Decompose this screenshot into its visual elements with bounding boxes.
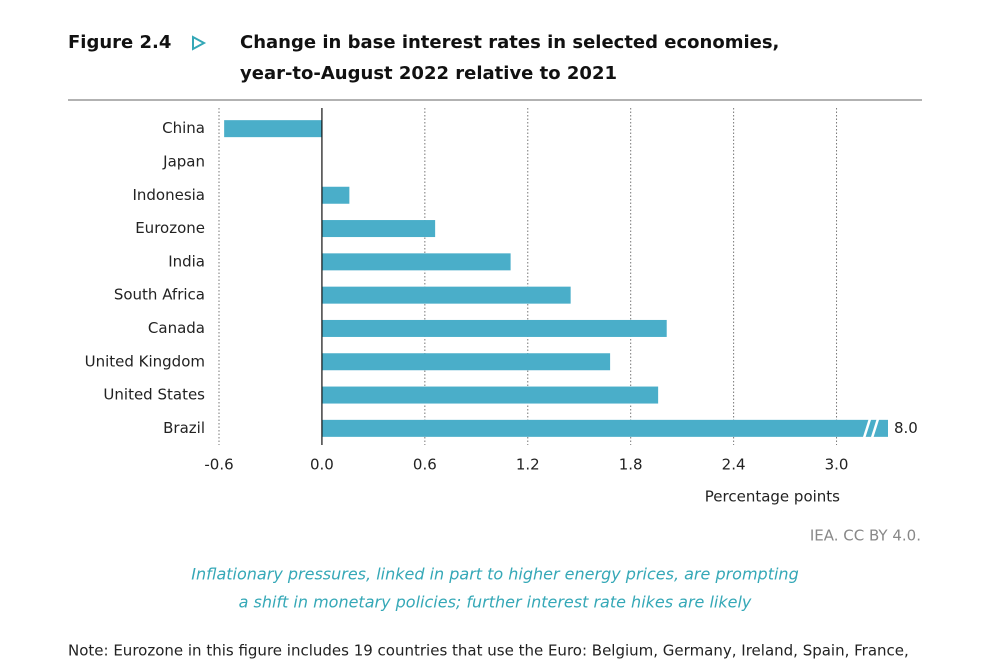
note: Note: Eurozone in this figure includes 1… [68,642,909,660]
source: IEA. CC BY 4.0. [810,527,921,545]
chart-title: Change in base interest rates in selecte… [240,32,779,53]
y-tick-label: India [168,252,205,270]
bar [321,353,611,371]
figure-label: Figure 2.4 [68,32,171,53]
chart-title: year-to-August 2022 relative to 2021 [240,63,617,84]
value-label: 8.0 [894,419,918,437]
figure-marker [192,35,207,51]
y-tick-label: Canada [148,319,205,337]
bar [321,253,511,271]
y-tick-label: Japan [162,152,205,170]
x-axis-label: Percentage points [705,488,840,506]
x-tick-label: 1.8 [619,456,643,474]
x-tick-label: -0.6 [204,456,233,474]
x-tick-label: 1.2 [516,456,540,474]
axis-break [862,418,872,439]
bar [321,220,436,238]
bar [321,419,888,437]
x-tick-label: 2.4 [722,456,746,474]
bar [321,186,350,204]
axis-break [870,418,880,439]
y-tick-label: South Africa [114,286,205,304]
bars [224,120,888,437]
annotation: a shift in monetary policies; further in… [239,593,752,612]
y-tick-label: Indonesia [132,186,205,204]
y-tick-label: United States [103,386,205,404]
annotation: Inflationary pressures, linked in part t… [191,565,798,584]
x-tick-label: 0.0 [310,456,334,474]
bar [321,386,659,404]
y-tick-label: Brazil [163,419,205,437]
bar [224,120,322,138]
bar [321,319,667,337]
y-tick-label: United Kingdom [85,352,205,370]
y-tick-label: China [162,119,205,137]
bar [321,286,571,304]
x-tick-label: 0.6 [413,456,437,474]
y-tick-label: Eurozone [135,219,205,237]
x-tick-label: 3.0 [825,456,849,474]
